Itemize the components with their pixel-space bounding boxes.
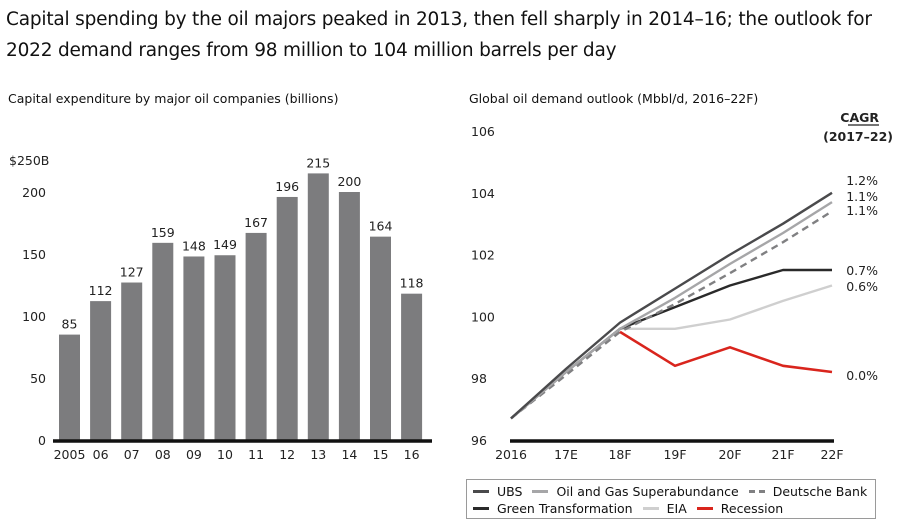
x-tick-label: 2016	[495, 447, 527, 462]
data-label: 167	[244, 215, 268, 230]
y-tick-label: 96	[471, 433, 487, 448]
legend-item: Recession	[696, 501, 784, 516]
bar	[183, 256, 205, 440]
legend-label: Deutsche Bank	[772, 484, 868, 499]
y-tick-label: 98	[471, 371, 487, 386]
legend-item: EIA	[642, 501, 687, 516]
y-tick-label: 100	[471, 309, 495, 324]
y-tick-label: 150	[22, 247, 46, 262]
bar	[370, 236, 391, 440]
x-tick-label: 08	[155, 447, 171, 462]
legend-label: Recession	[720, 501, 784, 516]
x-tick-label: 22F	[820, 447, 843, 462]
data-label: 148	[182, 238, 206, 253]
x-tick-label: 21F	[771, 447, 794, 462]
y-tick-label: 106	[471, 124, 495, 139]
bar	[307, 173, 329, 440]
cagr-label: 0.7%	[846, 263, 878, 278]
x-tick-label: 19F	[663, 447, 686, 462]
y-tick-label: 100	[22, 309, 46, 324]
legend-swatch	[748, 490, 765, 493]
x-tick-label: 20F	[718, 447, 741, 462]
legend-item: Deutsche Bank	[748, 484, 868, 499]
legend-label: EIA	[666, 501, 687, 516]
cagr-label: 1.2%	[846, 173, 878, 188]
x-tick-label: 18F	[608, 447, 631, 462]
data-label: 215	[306, 155, 330, 170]
line-chart-title: Global oil demand outlook (Mbbl/d, 2016–…	[469, 91, 759, 106]
legend-swatch	[532, 490, 549, 493]
data-label: 85	[62, 317, 78, 332]
legend-swatch	[473, 507, 489, 510]
cagr-label: 0.6%	[846, 279, 878, 294]
data-label: 112	[89, 283, 113, 298]
cagr-header: CAGR	[840, 110, 879, 125]
bar	[276, 196, 298, 440]
series-line-oil-and-gas-superabundance	[510, 201, 833, 420]
x-tick-label: 12	[279, 447, 295, 462]
bar	[121, 282, 143, 440]
data-label: 118	[400, 276, 424, 291]
legend-item: Oil and Gas Superabundance	[532, 484, 739, 499]
legend-label: Green Transformation	[497, 501, 633, 516]
data-label: 196	[275, 179, 299, 194]
x-tick-label: 13	[310, 447, 326, 462]
x-tick-label: 14	[341, 447, 357, 462]
line-chart: 96 98 100 102 104 106 2016 17E 18F 19F 20F 21F 22F CA…	[471, 110, 893, 462]
x-tick-label: 09	[186, 447, 202, 462]
data-label: 149	[213, 237, 237, 252]
cagr-label: 1.1%	[846, 189, 878, 204]
legend: UBS Oil and Gas Superabundance Deutsche Ba…	[466, 479, 876, 519]
cagr-label: 1.1%	[846, 203, 878, 218]
bar	[152, 242, 174, 440]
cagr-subheader: (2017–22)	[823, 129, 893, 144]
series-line-green-transformation	[510, 268, 832, 420]
legend-swatch	[473, 490, 489, 493]
legend-item: UBS	[473, 484, 522, 499]
series-line-deutsche-bank	[510, 210, 833, 420]
y-tick-label: 0	[38, 433, 46, 448]
x-tick-label: 16	[404, 447, 420, 462]
y-tick-label: 102	[471, 248, 495, 263]
series-line-ubs	[510, 191, 833, 420]
x-tick-label: 17E	[554, 447, 578, 462]
data-label: 200	[337, 174, 361, 189]
y-tick-label: 50	[30, 371, 46, 386]
data-label: 164	[369, 219, 393, 234]
legend-swatch	[696, 507, 713, 510]
x-tick-label: 06	[93, 447, 109, 462]
y-tick-label: 104	[471, 186, 495, 201]
x-tick-label: 11	[248, 447, 264, 462]
bar	[90, 301, 112, 440]
figure-title: Capital spending by the oil majors peake…	[6, 9, 872, 61]
data-label: 159	[151, 225, 175, 240]
bar	[245, 232, 267, 440]
bar	[401, 293, 423, 440]
y-tick-label: $250B	[9, 153, 49, 168]
x-tick-label: 2005	[54, 447, 86, 462]
data-label: 127	[120, 265, 144, 280]
y-tick-label: 200	[22, 185, 46, 200]
legend-item: Green Transformation	[473, 501, 633, 516]
legend-swatch	[642, 507, 659, 510]
bar	[59, 334, 80, 440]
legend-label: Oil and Gas Superabundance	[556, 484, 739, 499]
x-tick-label: 07	[124, 447, 140, 462]
series-line-recession	[619, 330, 833, 374]
bar-chart-title: Capital expenditure by major oil compani…	[8, 91, 339, 106]
bar	[214, 255, 236, 440]
bar	[338, 192, 360, 440]
bar-chart: 0 50 100 150 200 $250B 85 2005 112 06 127 07 159 08 14…	[9, 153, 432, 462]
x-tick-label: 10	[217, 447, 233, 462]
legend-label: UBS	[497, 484, 523, 499]
x-tick-label: 15	[373, 447, 389, 462]
cagr-label: 0.0%	[846, 368, 878, 383]
